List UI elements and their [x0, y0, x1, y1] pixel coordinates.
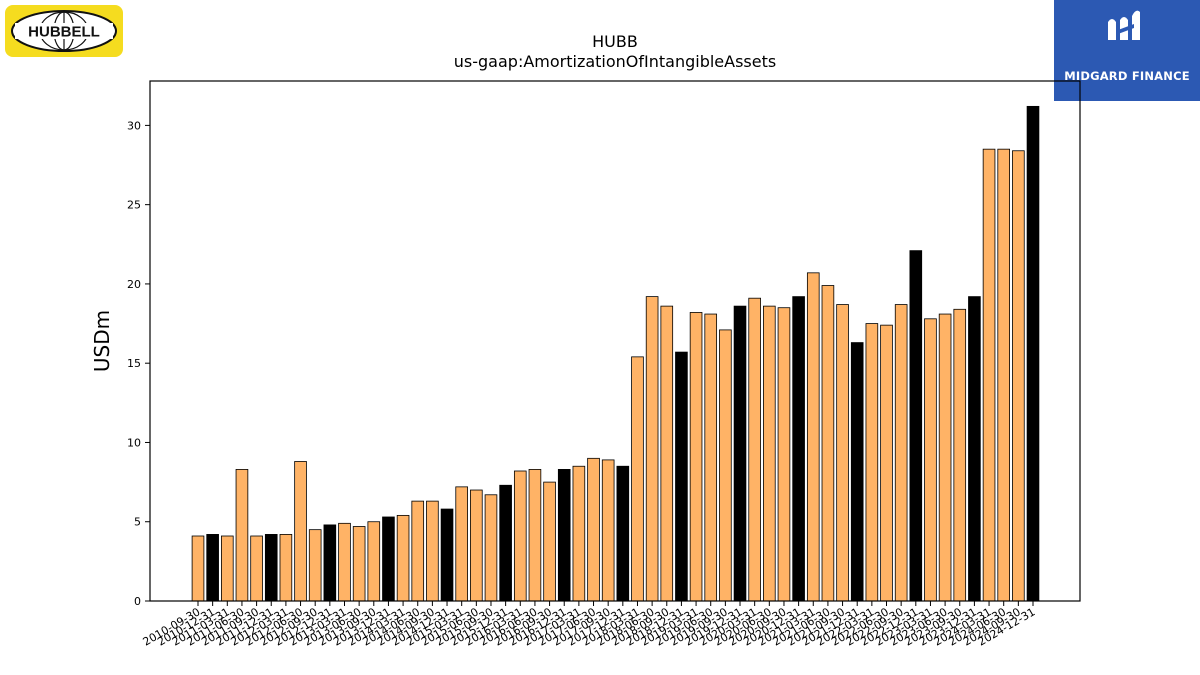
bar — [557, 469, 571, 602]
bar — [250, 535, 263, 602]
hubbell-logo-mark: HUBBELL — [11, 10, 117, 52]
bar — [777, 307, 791, 602]
hubbell-logo-text: HUBBELL — [28, 24, 100, 41]
bar — [763, 305, 776, 602]
bar — [470, 489, 483, 602]
y-tick-label: 25 — [127, 199, 141, 212]
chart-subtitle: us-gaap:AmortizationOfIntangibleAssets — [453, 52, 777, 71]
bar — [675, 351, 688, 602]
y-tick-label: 5 — [134, 516, 141, 529]
bar — [719, 329, 732, 602]
bar — [235, 469, 249, 602]
y-tick-label: 20 — [127, 278, 141, 291]
bar — [924, 318, 937, 602]
bar — [308, 529, 322, 602]
y-tick-label: 30 — [127, 119, 141, 132]
bar — [220, 535, 234, 602]
bar — [513, 470, 527, 602]
bar — [836, 304, 849, 602]
bar — [455, 486, 468, 602]
bar — [645, 296, 659, 602]
bar — [396, 514, 410, 602]
bar — [338, 522, 351, 602]
bar — [1026, 105, 1040, 602]
y-tick-label: 15 — [127, 357, 141, 370]
bar — [191, 535, 205, 602]
midgard-emblem-icon — [1108, 10, 1140, 40]
bar — [748, 297, 761, 602]
bar — [206, 534, 219, 602]
bar — [543, 481, 556, 602]
bar — [865, 323, 879, 602]
bar — [440, 508, 454, 602]
bar — [587, 457, 600, 602]
bar — [953, 308, 967, 602]
bar — [601, 459, 615, 602]
bar — [411, 500, 425, 602]
bar — [909, 250, 923, 602]
bar — [484, 494, 498, 602]
y-tick-label: 0 — [134, 595, 141, 608]
bar — [968, 296, 981, 602]
y-axis-label: USDm — [90, 310, 114, 372]
bar — [689, 312, 703, 602]
bar — [660, 305, 674, 602]
bar — [572, 465, 586, 602]
bar — [616, 465, 630, 602]
bar — [279, 534, 293, 602]
bar — [938, 313, 952, 602]
plot-frame — [149, 80, 1081, 602]
chart-title: HUBB — [592, 32, 638, 51]
bar — [806, 272, 820, 602]
bar — [982, 148, 996, 602]
bar — [631, 356, 644, 602]
bar — [880, 324, 893, 602]
bar — [426, 500, 439, 602]
bar — [367, 521, 381, 602]
bar — [264, 534, 278, 602]
bar — [352, 526, 366, 602]
bar — [894, 304, 908, 602]
bar — [821, 285, 835, 602]
bar — [323, 524, 337, 602]
bar — [1012, 150, 1025, 602]
bar — [850, 342, 864, 602]
midgard-finance-logo-text: MIDGARD FINANCE — [1064, 69, 1190, 83]
bar — [499, 484, 512, 602]
bar — [704, 313, 718, 602]
bar — [528, 469, 542, 602]
bar — [997, 148, 1011, 602]
bar — [792, 296, 805, 602]
bar — [733, 305, 747, 602]
midgard-finance-logo: MIDGARD FINANCE — [1054, 0, 1200, 101]
y-tick-label: 10 — [127, 436, 141, 449]
hubbell-logo: HUBBELL — [5, 5, 123, 57]
bar — [294, 461, 307, 602]
bar — [382, 516, 395, 602]
